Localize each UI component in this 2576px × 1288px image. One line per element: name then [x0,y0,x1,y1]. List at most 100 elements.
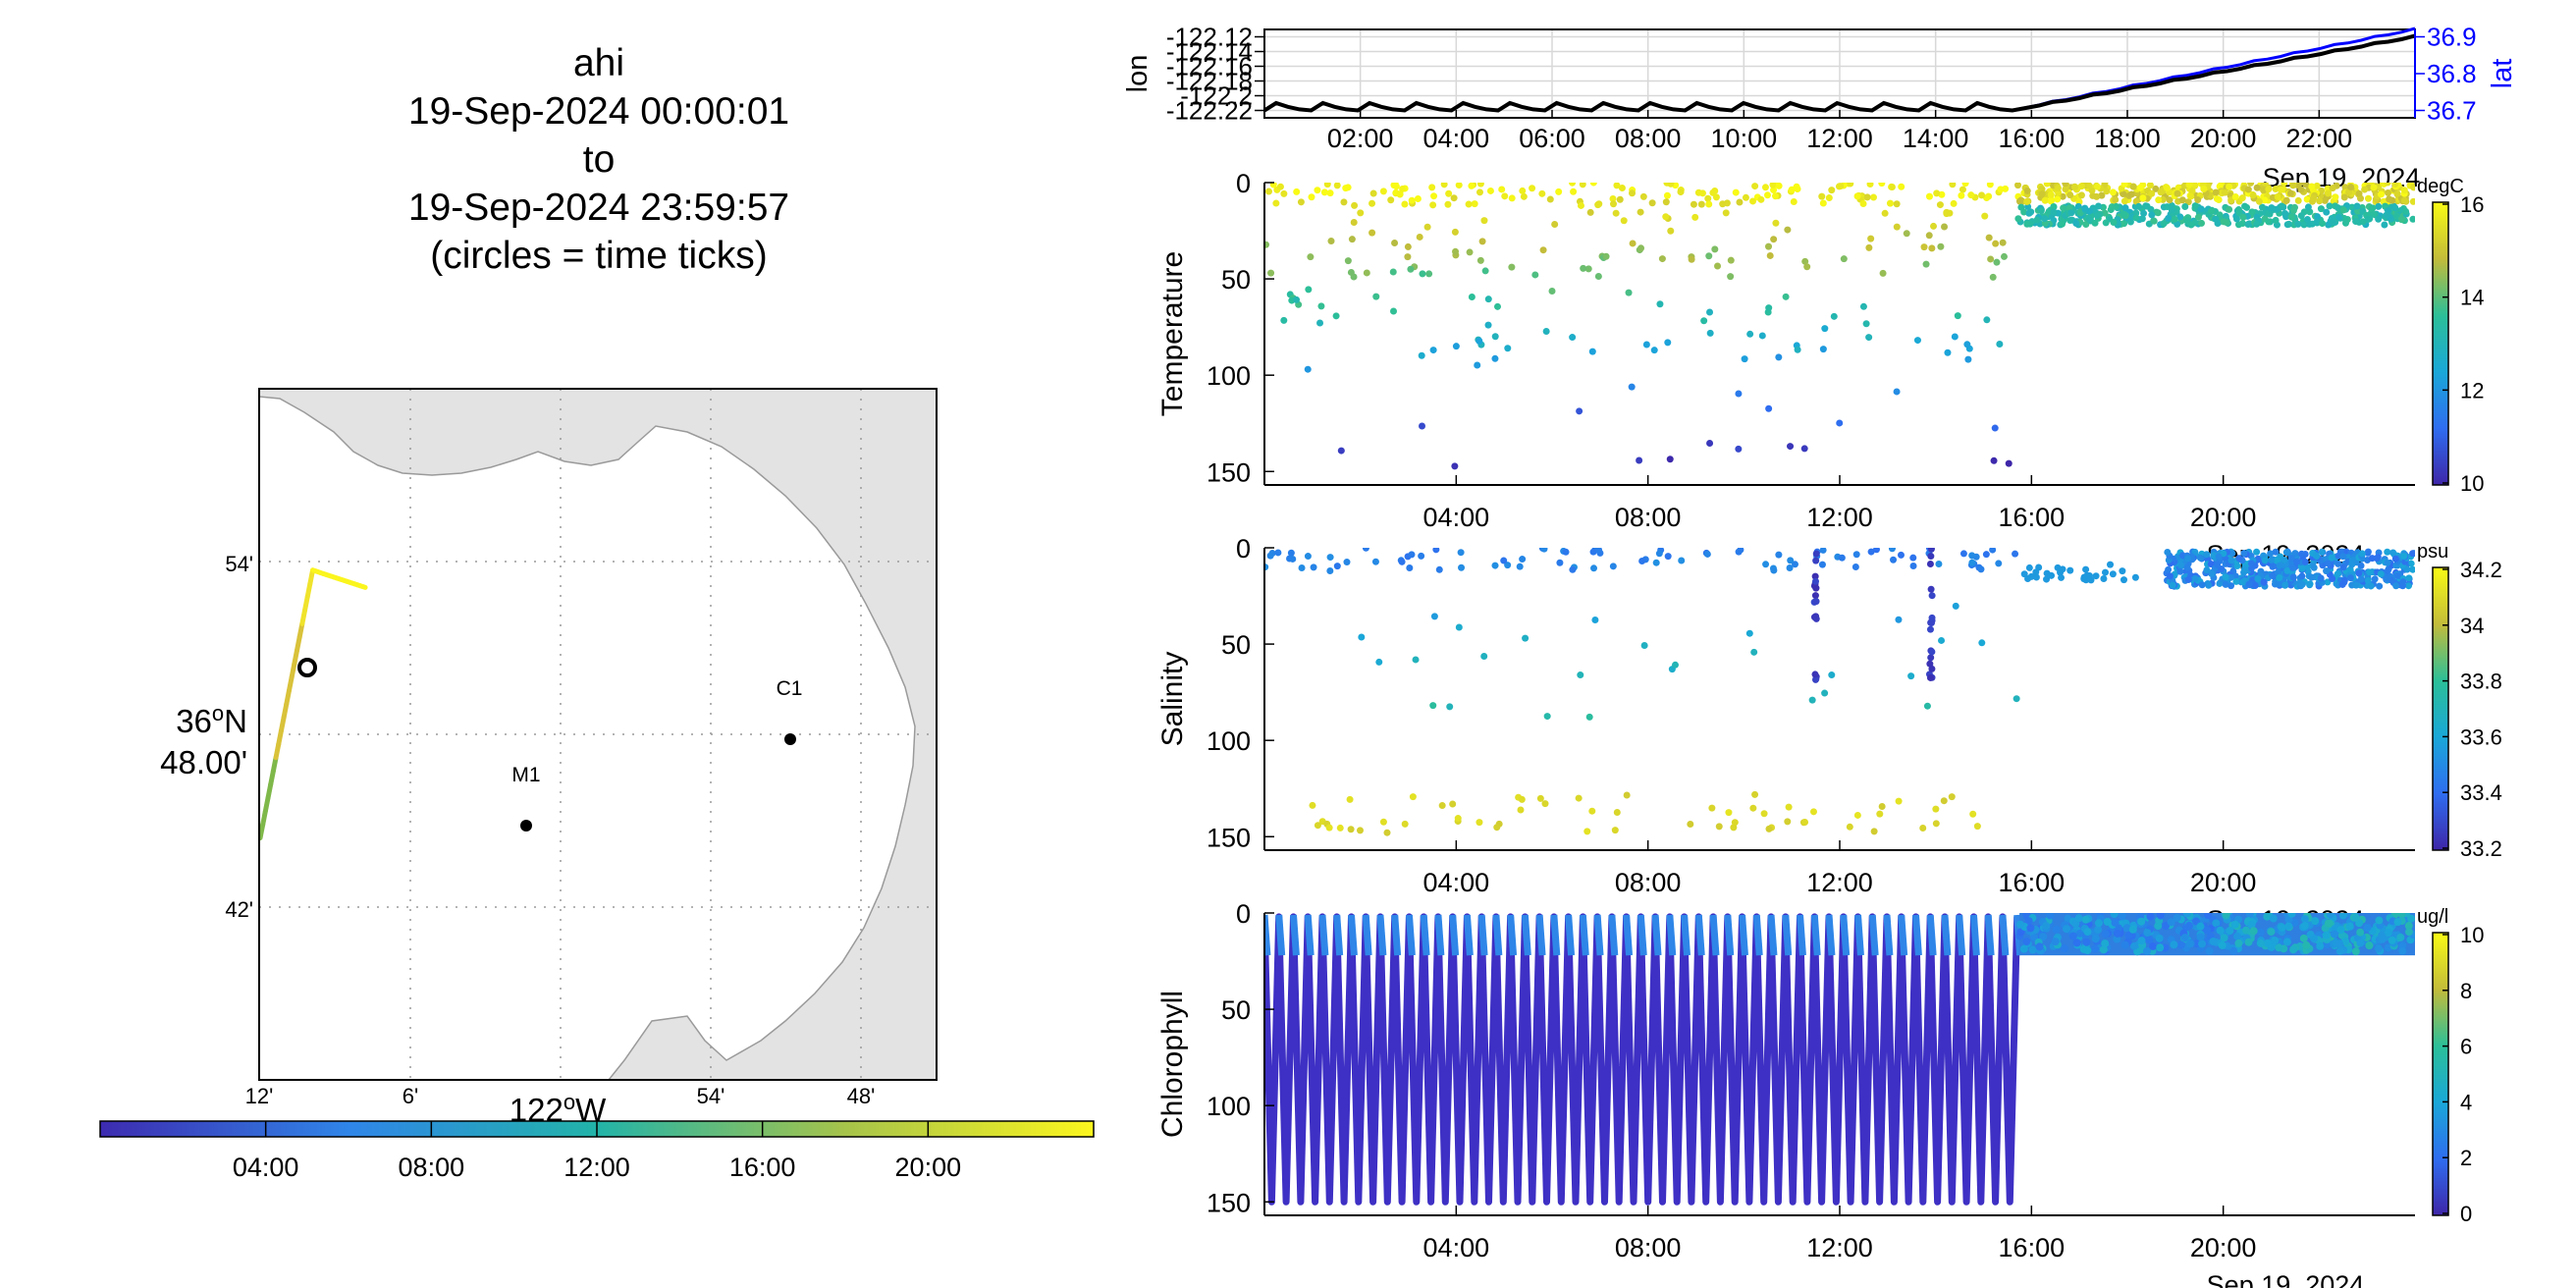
temperature-point [2185,183,2193,188]
temperature-point [2037,207,2045,215]
salinity-point [1812,557,1820,564]
salinity-point [2339,564,2347,571]
chlorophyll-point [2247,920,2256,929]
temperature-point [2093,192,2101,200]
temperature-point [2132,214,2140,222]
temperature-point [1978,191,1986,199]
salinity-point [1309,801,1316,809]
temperature-point [1491,333,1499,341]
salinity-point [1435,565,1443,573]
chlorophyll-point [2249,927,2258,936]
temperature-point [2152,185,2160,192]
temperature-point [1586,208,1594,216]
temperature-point [1304,365,1312,373]
temperature-point [1941,223,1949,231]
temperature-point [2143,202,2151,210]
temperature-point [2287,213,2295,221]
temperature-point [1732,188,1740,196]
salinity-point [2027,572,2035,580]
chlorophyll-point [2365,941,2374,950]
temperature-point [1471,200,1478,208]
temperature-point [2005,459,2012,467]
temperature-point [1698,189,1706,197]
salinity-point [2025,564,2033,571]
temperature-point [1484,295,1492,303]
temperature-point [1903,230,1910,238]
temperature-point [2054,185,2062,192]
map-grid [259,389,937,1080]
temperature-point [1609,200,1617,208]
temperature-point [2129,183,2137,190]
temperature-point [1584,265,1592,273]
temperature-point [2155,196,2163,204]
salinity-point [1375,658,1383,666]
colorbar-tick-label: 10 [2460,471,2484,496]
salinity-point [1928,618,1936,626]
chlorophyll-surface-segment [1434,914,1445,956]
temperature-point [2313,213,2321,221]
temperature-point [1414,194,1422,202]
temperature-point [2402,207,2410,215]
salinity-point [2184,575,2192,583]
temperature-point [1992,240,2000,247]
x-tick-label: 20:00 [2190,868,2257,897]
temperature-point [2281,210,2289,218]
temperature-point [2148,189,2156,197]
chlorophyll-surface-segment [1969,914,1980,956]
chlorophyll-surface-segment [1926,914,1937,956]
temperature-point [1314,187,1321,194]
colorbar-tick-label: 16:00 [729,1153,796,1182]
y-tick-label: 50 [1221,630,1251,660]
salinity-point [1310,564,1317,571]
temperature-point [2361,186,2369,193]
chlorophyll-point [2287,913,2296,918]
svg-text:36oN: 36oN [176,701,247,739]
temperature-point [2050,208,2058,216]
chlorophyll-point [2222,913,2230,918]
chlorophyll-point [2091,935,2100,943]
salinity-point [1785,803,1793,811]
temperature-point [1272,199,1280,207]
salinity-point [2240,550,2248,558]
temperature-point [1869,193,1877,201]
salinity-point [2367,582,2375,590]
temperature-point [1293,295,1301,303]
salinity-point [2245,580,2253,588]
temperature-point [1391,183,1399,188]
chlorophyll-surface-segment [1797,914,1806,956]
temperature-point [1925,192,1933,200]
temperature-point [1276,183,1284,190]
temperature-point [2148,211,2156,219]
salinity-point [2227,557,2235,564]
salinity-point [2384,548,2391,556]
temperature-point [1705,200,1713,208]
temperature-point [1297,198,1305,206]
temperature-point [1620,217,1628,225]
salinity-point [2251,582,2259,590]
temperature-point [1859,302,1867,310]
temperature-point [2140,209,2148,217]
salinity-point [1325,824,1333,832]
chlorophyll-point [2173,913,2181,922]
temperature-point [2213,194,2221,202]
temperature-point [1967,191,1975,199]
salinity-point [2054,564,2062,571]
position-panel: -122.12-122.14-122.16-122.18-122.2-122.2… [1122,23,2518,193]
temperature-point [2231,193,2239,201]
temperature-point [2062,183,2069,188]
temperature-point [2188,188,2196,195]
temperature-point [1404,253,1412,261]
temperature-point [2308,183,2316,190]
chlorophyll-yo-trace [1264,913,2021,1206]
temperature-point [2071,183,2079,190]
temperature-point [2400,187,2408,194]
temperature-point [1765,304,1773,312]
temperature-point [1782,293,1790,300]
temperature-point [1389,268,1397,276]
colorbar-tick-label: 0 [2460,1202,2472,1226]
chlorophyll-point [2142,946,2151,955]
chlorophyll-point [2149,941,2158,950]
salinity-point [1909,562,1917,569]
temperature-point [1985,234,1993,242]
